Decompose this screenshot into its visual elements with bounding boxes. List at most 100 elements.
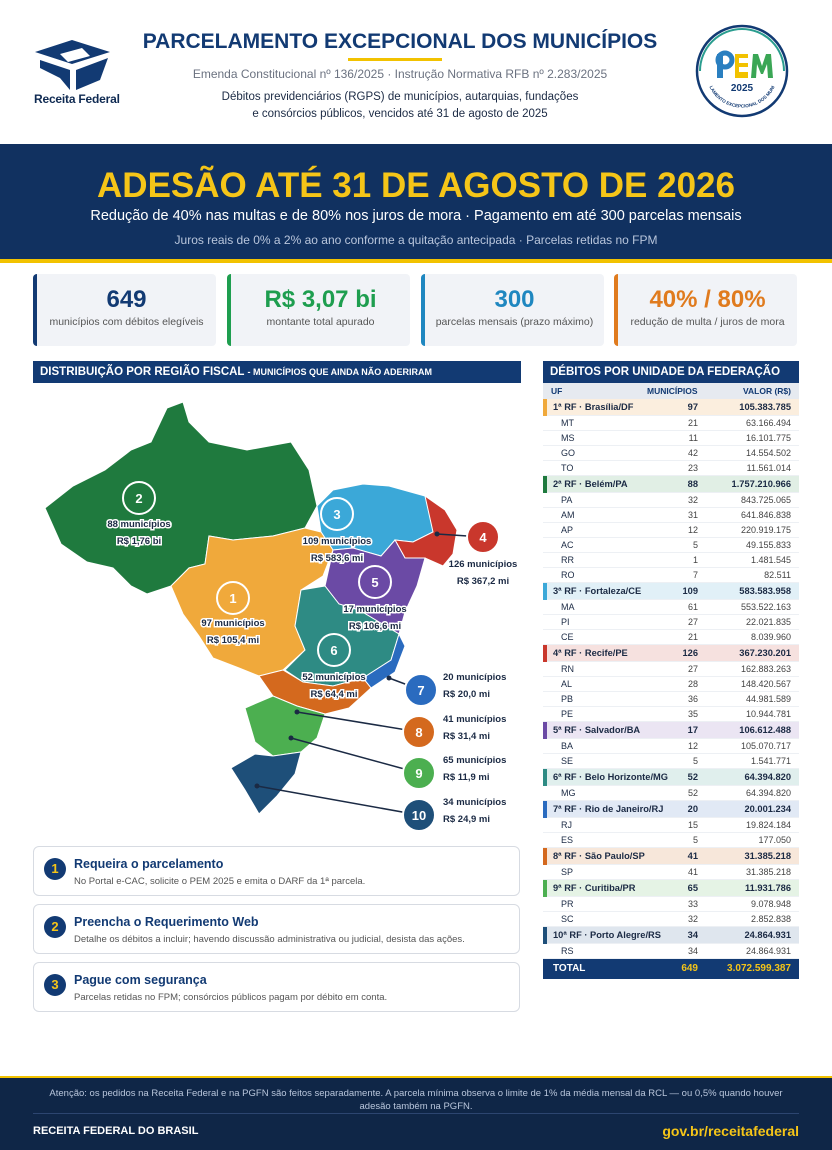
state-code: RS: [561, 946, 574, 956]
map-region-1: [170, 527, 334, 677]
region-amount: R$ 20,0 mi: [443, 689, 490, 700]
group-color-bar: [543, 399, 547, 416]
region-count: 34 municípios: [443, 797, 506, 808]
region-marker: [402, 715, 436, 749]
footer-link[interactable]: gov.br/receitafederal: [662, 1123, 799, 1139]
state-code: PE: [561, 709, 574, 719]
state-value: 64.394.820: [745, 788, 791, 798]
debts-by-state-table: UF MUNICÍPIOS VALOR (R$) 1ª RF · Brasíli…: [543, 383, 799, 979]
state-count: 32: [687, 914, 698, 924]
kpi-card: 300 parcelas mensais (prazo máximo): [421, 274, 604, 346]
table-group-row: 10ª RF · Porto Alegre/RS 34 24.864.931: [543, 927, 799, 944]
state-code: SP: [561, 867, 574, 877]
state-count: 32: [687, 495, 698, 505]
group-value: 20.001.234: [744, 804, 791, 814]
state-code: PA: [561, 495, 573, 505]
group-count: 52: [687, 772, 698, 782]
table-row: RO 7 82.511: [543, 568, 799, 583]
table-row: PB 36 44.981.589: [543, 692, 799, 707]
state-code: AC: [561, 540, 574, 550]
state-value: 8.039.960: [750, 632, 791, 642]
table-row: SP 41 31.385.218: [543, 865, 799, 880]
region-count: 65 municípios: [443, 755, 506, 766]
group-value: 11.931.786: [744, 883, 791, 893]
state-count: 7: [692, 570, 698, 580]
state-code: AP: [561, 525, 574, 535]
region-marker: [404, 673, 438, 707]
table-row: PE 35 10.944.781: [543, 707, 799, 722]
group-name: 10ª RF · Porto Alegre/RS: [553, 930, 661, 940]
region-amount: R$ 583,6 mi: [311, 553, 363, 564]
state-value: 843.725.065: [740, 495, 791, 505]
step-number: 3: [44, 974, 66, 996]
region-number: 8: [415, 725, 422, 740]
group-count: 34: [687, 930, 698, 940]
col-municipalities-header: MUNICÍPIOS: [647, 386, 698, 396]
leader-line: [256, 785, 420, 816]
col-uf-header: UF: [551, 386, 563, 396]
state-value: 177.050: [758, 835, 791, 845]
state-code: RO: [561, 570, 575, 580]
total-label: TOTAL: [553, 963, 586, 974]
footer-note: Atenção: os pedidos na Receita Federal e…: [49, 1088, 783, 1112]
group-name: 8ª RF · São Paulo/SP: [553, 851, 645, 861]
kpi-label: montante total apurado: [266, 316, 375, 328]
table-row: RS 34 24.864.931: [543, 944, 799, 959]
group-count: 97: [687, 402, 698, 412]
region-number: 6: [330, 643, 337, 658]
group-name: 5ª RF · Salvador/BA: [553, 725, 641, 735]
deadline-headline: ADESÃO ATÉ 31 DE AGOSTO DE 2026: [97, 166, 735, 205]
map-section-subtitle: - MUNICÍPIOS QUE AINDA NÃO ADERIRAM: [247, 367, 432, 377]
state-code: CE: [561, 632, 574, 642]
kpi-label: municípios com débitos elegíveis: [49, 316, 204, 328]
kpi-card: 649 municípios com débitos elegíveis: [33, 274, 216, 346]
state-value: 11.561.014: [746, 463, 791, 473]
state-count: 41: [687, 867, 698, 877]
region-count: 41 municípios: [443, 714, 506, 725]
region-marker: [216, 581, 250, 615]
table-row: TO 23 11.561.014: [543, 461, 799, 476]
region-number: 3: [333, 507, 340, 522]
table-row: SC 32 2.852.838: [543, 912, 799, 927]
table-row: PI 27 22.021.835: [543, 615, 799, 630]
group-value: 367.230.201: [739, 648, 791, 658]
table-row: MA 61 553.522.163: [543, 600, 799, 615]
region-number: 10: [412, 808, 426, 823]
state-count: 52: [687, 788, 698, 798]
pem-2025-badge-icon: 2025 PARCELAMENTO EXCEPCIONAL DOS MUNICÍ…: [695, 24, 789, 118]
region-amount: R$ 24,9 mi: [443, 814, 490, 825]
page-title: PARCELAMENTO EXCEPCIONAL DOS MUNICÍPIOS: [142, 30, 658, 53]
region-number: 5: [371, 575, 378, 590]
table-title: DÉBITOS POR UNIDADE DA FEDERAÇÃO: [550, 366, 781, 378]
region-number: 9: [415, 766, 422, 781]
state-count: 42: [687, 448, 698, 458]
table-row: MS 11 16.101.775: [543, 431, 799, 446]
step-card: 2 Preencha o Requerimento Web Detalhe os d…: [33, 904, 520, 954]
group-color-bar: [543, 645, 547, 662]
table-row: RR 1 1.481.545: [543, 553, 799, 568]
kpi-card: R$ 3,07 bi montante total apurado: [227, 274, 410, 346]
state-count: 15: [687, 820, 698, 830]
step-card: 3 Pague com segurança Parcelas retidas no …: [33, 962, 520, 1012]
region-count: 88 municípios: [107, 519, 170, 530]
group-count: 41: [687, 851, 698, 861]
state-count: 23: [687, 463, 698, 473]
leader-dot: [294, 709, 300, 715]
step-number: 2: [44, 916, 66, 938]
table-row: PR 33 9.078.948: [543, 897, 799, 912]
state-count: 21: [687, 632, 698, 642]
region-number: 7: [417, 683, 424, 698]
group-count: 88: [687, 479, 698, 489]
header: Receita Federal PARCELAMENTO EXCEPCIONAL…: [0, 0, 832, 144]
group-value: 24.864.931: [744, 930, 791, 940]
map-region-2: [44, 401, 318, 595]
table-row: BA 12 105.070.717: [543, 739, 799, 754]
step-number: 1: [44, 858, 66, 880]
state-value: 16.101.775: [745, 433, 791, 443]
table-row: SE 5 1.541.771: [543, 754, 799, 769]
region-amount: R$ 11,9 mi: [443, 772, 489, 783]
state-value: 63.166.494: [745, 418, 791, 428]
group-color-bar: [543, 583, 547, 600]
group-count: 17: [687, 725, 698, 735]
table-section-header: DÉBITOS POR UNIDADE DA FEDERAÇÃO: [543, 361, 799, 383]
